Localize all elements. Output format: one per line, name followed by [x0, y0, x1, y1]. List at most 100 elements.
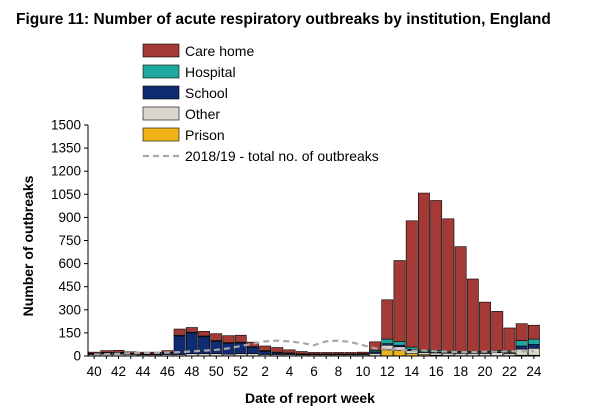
- y-tick-label: 900: [58, 210, 81, 225]
- bar-care-home: [393, 260, 406, 342]
- bar-care-home: [418, 192, 430, 351]
- bar-care-home: [491, 311, 504, 351]
- bar-care-home: [405, 220, 418, 348]
- x-tick-label: 24: [526, 364, 542, 379]
- bar-hospital: [527, 338, 540, 345]
- x-tick-label: 20: [478, 364, 493, 379]
- legend-swatch-prison: [142, 127, 180, 142]
- bar-care-home: [479, 301, 491, 352]
- bar-hospital: [381, 338, 394, 344]
- bar-other: [491, 352, 504, 356]
- bar-school: [210, 341, 223, 354]
- bar-care-home: [320, 352, 333, 355]
- x-tick-label: 50: [209, 364, 224, 379]
- y-tick-label: 0: [73, 349, 81, 364]
- bar-care-home: [369, 341, 381, 351]
- bar-other: [466, 353, 479, 356]
- bar-other: [454, 353, 467, 356]
- bar-school: [247, 347, 259, 354]
- bar-care-home: [515, 323, 528, 341]
- comparison-line: [94, 339, 534, 356]
- x-tick-label: 40: [87, 364, 102, 379]
- bar-care-home: [185, 327, 198, 333]
- legend-label-school: School: [185, 85, 228, 101]
- bar-other: [418, 352, 430, 356]
- x-tick-label: 52: [233, 364, 248, 379]
- legend-label-hospital: Hospital: [185, 64, 236, 80]
- bar-other: [479, 353, 491, 356]
- bar-other: [442, 352, 455, 356]
- bar-hospital: [393, 341, 406, 346]
- x-tick-label: 2: [261, 364, 269, 379]
- x-tick-label: 12: [380, 364, 395, 379]
- bar-prison: [381, 349, 394, 357]
- x-tick-label: 42: [111, 364, 126, 379]
- bar-care-home: [100, 350, 113, 353]
- x-axis-title: Date of report week: [245, 390, 375, 406]
- bar-care-home: [466, 278, 479, 352]
- y-tick-label: 600: [58, 256, 81, 271]
- y-tick-label: 300: [58, 302, 81, 317]
- bar-hospital: [515, 340, 528, 347]
- x-tick-label: 6: [310, 364, 318, 379]
- x-tick-label: 4: [286, 364, 294, 379]
- bar-care-home: [271, 347, 284, 353]
- legend-swatch-care-home: [142, 43, 180, 58]
- y-tick-label: 1200: [51, 164, 81, 179]
- bar-care-home: [259, 345, 272, 351]
- x-tick-label: 18: [453, 364, 468, 379]
- bar-school: [515, 345, 528, 350]
- bar-care-home: [454, 246, 467, 352]
- legend-label-other: Other: [185, 106, 220, 122]
- bar-care-home: [198, 331, 210, 337]
- bar-care-home: [503, 327, 516, 352]
- y-tick-label: 1500: [51, 118, 81, 133]
- bar-care-home: [381, 299, 394, 340]
- bar-care-home: [173, 328, 186, 336]
- x-tick-label: 48: [184, 364, 199, 379]
- legend-swatch-school: [142, 85, 180, 100]
- y-tick-label: 750: [58, 233, 81, 248]
- bar-prison: [393, 350, 406, 357]
- bar-care-home: [430, 200, 443, 351]
- y-tick-label: 450: [58, 279, 81, 294]
- y-tick-label: 150: [58, 325, 81, 340]
- bar-school: [527, 344, 540, 349]
- bar-other: [503, 353, 516, 356]
- x-tick-label: 22: [502, 364, 517, 379]
- legend-swatch-other: [142, 106, 180, 121]
- legend-label-care-home: Care home: [185, 43, 254, 59]
- bar-other: [430, 352, 443, 356]
- bar-care-home: [356, 351, 369, 354]
- y-tick-label: 1350: [51, 141, 81, 156]
- y-tick-label: 1050: [51, 187, 81, 202]
- legend: Care home Hospital School Other Prison 2018/1…: [142, 43, 379, 164]
- x-tick-label: 8: [335, 364, 343, 379]
- x-tick-label: 44: [135, 364, 151, 379]
- bar-care-home: [210, 333, 223, 341]
- bar-care-home: [112, 349, 125, 353]
- bar-school: [259, 351, 272, 355]
- legend-label-prison: Prison: [185, 127, 225, 143]
- x-tick-label: 14: [404, 364, 420, 379]
- legend-swatch-hospital: [142, 64, 180, 79]
- bar-care-home: [344, 352, 357, 355]
- bar-care-home: [442, 218, 455, 352]
- bar-care-home: [222, 335, 235, 343]
- x-tick-label: 10: [355, 364, 370, 379]
- bar-other: [369, 353, 381, 356]
- bar-care-home: [283, 349, 296, 354]
- bar-hospital: [405, 346, 418, 350]
- x-tick-label: 46: [160, 364, 175, 379]
- y-axis-title: Number of outbreaks: [20, 175, 36, 316]
- bar-care-home: [527, 324, 540, 340]
- x-tick-label: 16: [429, 364, 444, 379]
- bar-care-home: [332, 352, 345, 355]
- chart-title: Figure 11: Number of acute respiratory o…: [16, 11, 551, 28]
- bar-care-home: [234, 334, 247, 343]
- bar-care-home: [308, 352, 320, 355]
- legend-label-comparison-line: 2018/19 - total no. of outbreaks: [185, 148, 379, 164]
- bar-care-home: [88, 351, 101, 354]
